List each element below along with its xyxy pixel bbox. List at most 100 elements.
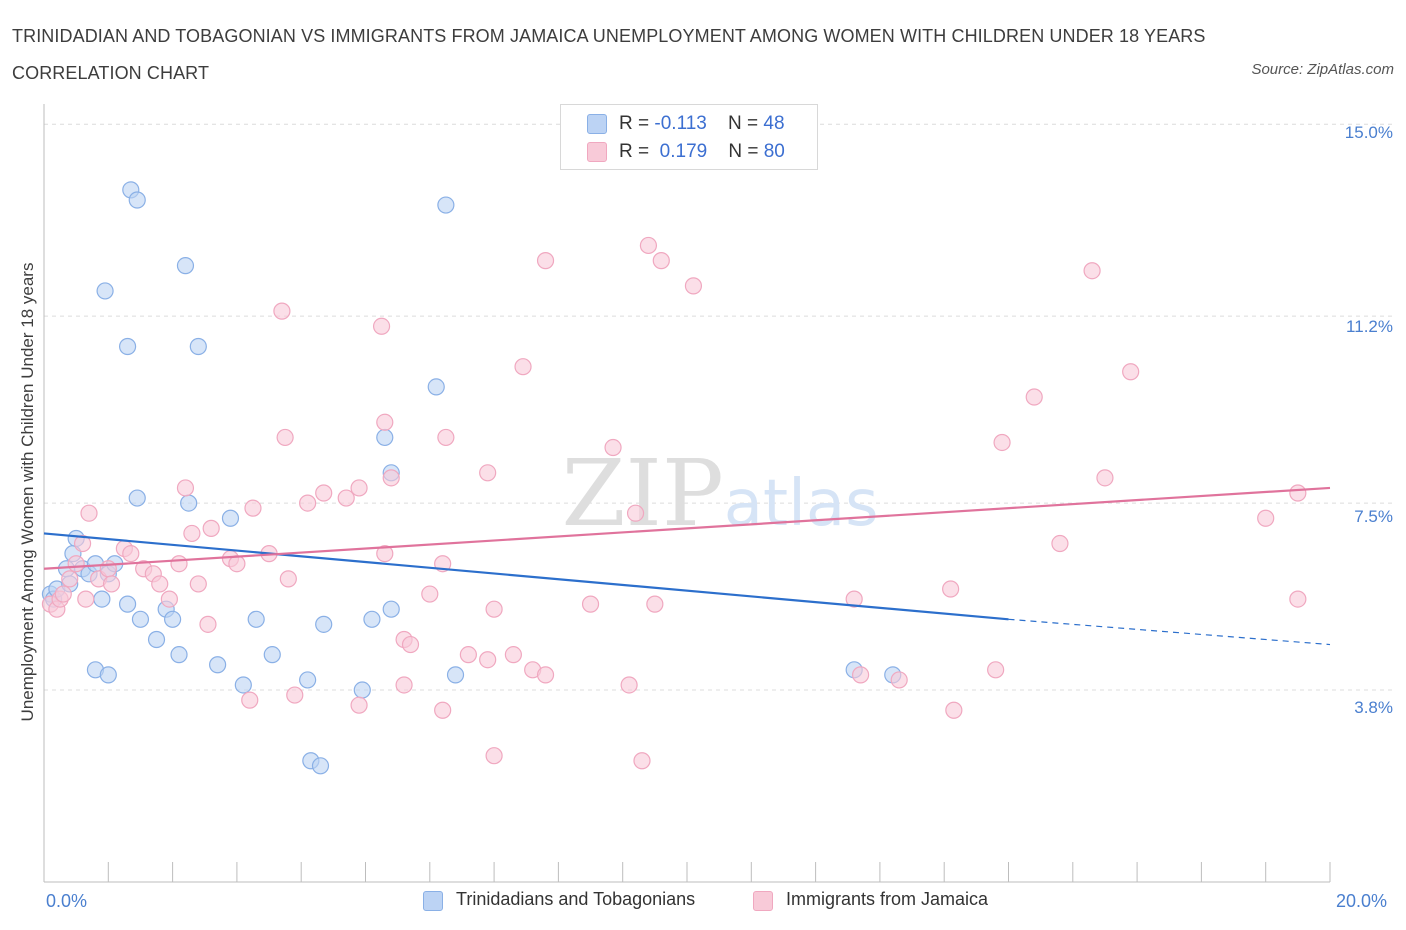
legend-swatch-blue <box>587 114 607 134</box>
jamaica-point <box>273 302 291 320</box>
jamaica-point <box>633 752 651 770</box>
trinidadian-point <box>176 257 195 275</box>
legend-r-value: -0.113 <box>654 113 707 134</box>
jamaica-point <box>1257 509 1275 527</box>
jamaica-point <box>1289 484 1307 502</box>
trinidadian-point <box>180 494 198 512</box>
trinidadian-point <box>170 646 188 664</box>
jamaica-point <box>376 545 394 563</box>
legend-r-label: R = <box>619 141 650 162</box>
trinidadian-point <box>221 509 240 527</box>
jamaica-point <box>536 252 555 270</box>
jamaica-point <box>604 438 622 457</box>
trinidadian-point <box>128 489 146 507</box>
trinidadian-trend-extension <box>1008 618 1331 646</box>
chart-title: TRINIDADIAN AND TOBAGONIAN VS IMMIGRANTS… <box>12 26 1206 83</box>
trinidadian-point <box>376 428 394 447</box>
jamaica-point <box>286 686 304 704</box>
legend-swatch-pink <box>753 891 773 911</box>
jamaica-point <box>276 428 294 447</box>
jamaica-point <box>987 661 1005 679</box>
jamaica-point <box>434 701 452 719</box>
jamaica-trend-line <box>43 486 1331 570</box>
jamaica-point <box>626 504 645 522</box>
jamaica-point <box>514 358 532 376</box>
trinidadian-point <box>147 630 166 649</box>
trinidadian-point <box>311 757 330 775</box>
jamaica-point <box>646 595 664 613</box>
jamaica-point <box>337 489 355 507</box>
jamaica-point <box>536 666 555 684</box>
jamaica-point <box>176 479 195 497</box>
trinidadian-point <box>93 590 111 608</box>
jamaica-point <box>652 252 670 270</box>
trinidadian-point <box>263 646 281 664</box>
legend-n-value: 48 <box>763 113 785 134</box>
jamaica-point <box>504 646 522 664</box>
jamaica-point <box>376 413 394 431</box>
jamaica-point <box>852 666 870 684</box>
y-tick-label: 7.5% <box>1354 507 1393 526</box>
trinidadian-point <box>446 666 465 684</box>
jamaica-point <box>382 469 400 487</box>
trinidadian-point <box>299 671 317 689</box>
jamaica-point <box>54 585 72 603</box>
trinidadian-point <box>118 595 137 613</box>
jamaica-point <box>945 701 963 719</box>
jamaica-point <box>639 236 658 255</box>
correlation-legend: R = -0.113 N = 48 R = 0.179 N = 80 <box>560 104 818 170</box>
trinidadian-point <box>164 610 182 628</box>
jamaica-point <box>73 534 92 553</box>
jamaica-point <box>61 570 79 588</box>
jamaica-point <box>401 635 420 654</box>
jamaica-point <box>1025 388 1043 406</box>
jamaica-point <box>395 676 413 694</box>
series-legend-label: Immigrants from Jamaica <box>786 889 989 909</box>
jamaica-point <box>993 433 1011 452</box>
jamaica-point <box>241 691 259 709</box>
jamaica-point <box>1096 469 1114 487</box>
legend-r-value: 0.179 <box>659 141 708 162</box>
jamaica-point <box>1083 262 1101 280</box>
jamaica-point <box>479 651 497 669</box>
jamaica-point <box>99 560 117 578</box>
legend-swatch-pink <box>587 142 607 162</box>
watermark: ZIPatlas <box>562 440 879 547</box>
trinidadian-point <box>247 610 265 628</box>
jamaica-point <box>485 600 503 618</box>
trinidadian-point <box>96 282 114 300</box>
trinidadian-point <box>382 600 400 618</box>
jamaica-point <box>684 277 703 295</box>
trinidadian-point <box>315 615 333 633</box>
jamaica-point <box>620 676 638 694</box>
jamaica-point <box>459 646 477 664</box>
trinidadian-trend-line <box>43 532 1009 621</box>
legend-r-label: R = <box>619 113 650 134</box>
jamaica-point <box>315 484 333 502</box>
jamaica-point <box>1122 363 1140 381</box>
jamaica-point <box>372 317 391 335</box>
legend-n-label: N = <box>728 141 759 162</box>
trinidadian-point <box>189 337 207 356</box>
jamaica-point <box>890 671 908 689</box>
jamaica-point <box>170 555 188 573</box>
jamaica-point <box>183 524 201 543</box>
trinidadian-point <box>128 191 146 209</box>
jamaica-point <box>160 590 178 608</box>
trinidadian-point <box>353 681 371 699</box>
jamaica-point <box>77 590 95 608</box>
jamaica-point <box>228 555 246 573</box>
jamaica-point <box>485 747 503 765</box>
jamaica-point <box>1051 534 1069 553</box>
x-tick-label: 0.0% <box>46 891 88 911</box>
jamaica-point <box>199 615 217 633</box>
jamaica-point <box>102 575 121 593</box>
trinidadian-point <box>234 676 252 694</box>
jamaica-point <box>67 555 85 573</box>
legend-swatch-blue <box>423 891 443 911</box>
jamaica-point <box>202 519 220 537</box>
jamaica-point <box>421 585 439 603</box>
trinidadian-point <box>427 378 445 396</box>
jamaica-point <box>299 494 317 512</box>
y-tick-label: 15.0% <box>1344 123 1393 142</box>
